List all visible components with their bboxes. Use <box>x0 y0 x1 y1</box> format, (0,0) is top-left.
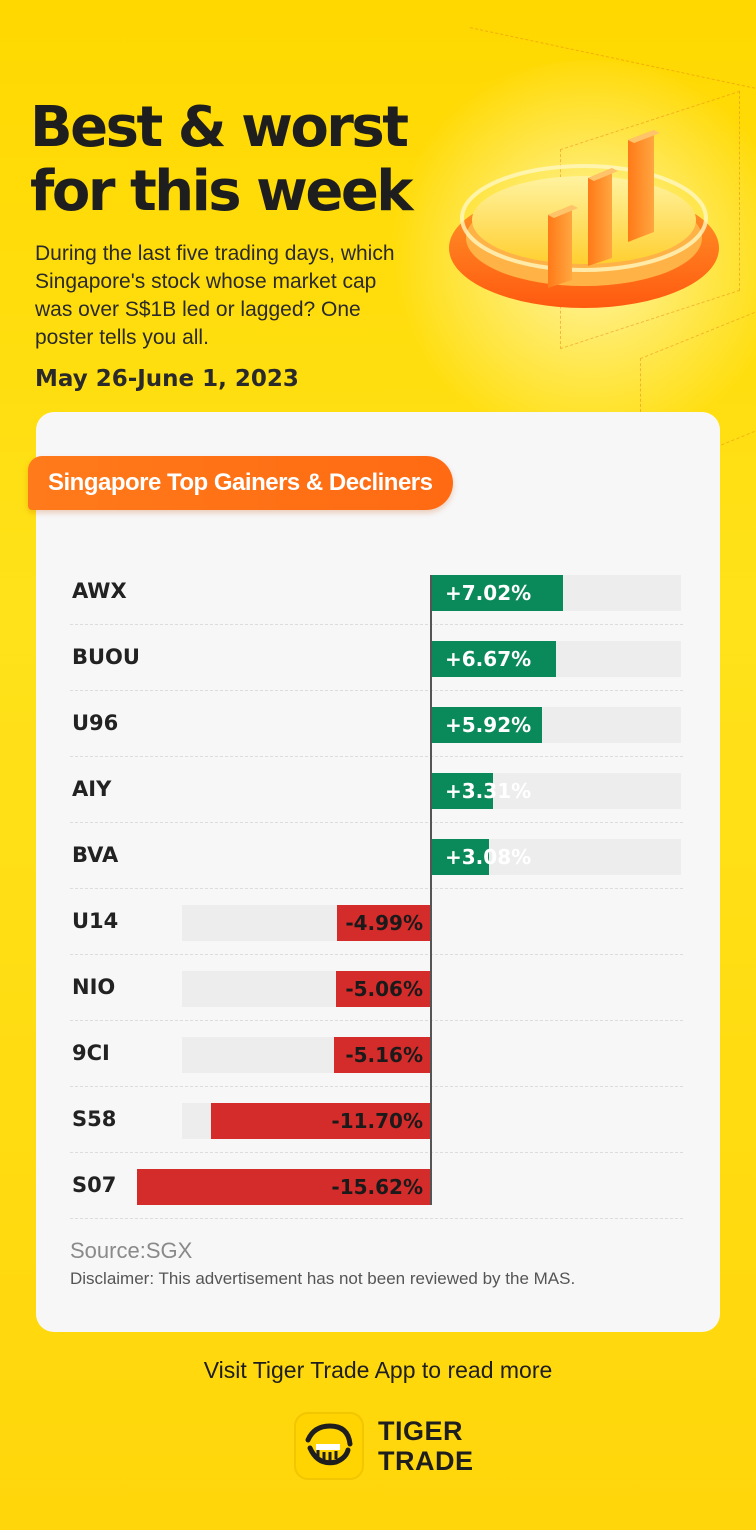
value-label: -11.70% <box>331 1109 423 1133</box>
category-label: 9CI <box>72 1041 110 1065</box>
bar <box>333 1037 431 1073</box>
category-label: AWX <box>72 579 127 603</box>
row-separator <box>70 1218 683 1219</box>
value-label: +3.31% <box>445 779 532 803</box>
brand-line-2: TRADE <box>378 1446 474 1476</box>
visit-app-text[interactable]: Visit Tiger Trade App to read more <box>203 1357 553 1383</box>
category-label: BVA <box>72 843 119 867</box>
bar <box>431 641 557 677</box>
bar-chart-illustration-icon <box>449 130 719 308</box>
source-text: Source:SGX <box>70 1238 193 1263</box>
value-label: -5.16% <box>345 1043 423 1067</box>
category-label: U14 <box>72 909 119 933</box>
category-label: U96 <box>72 711 119 735</box>
row-separator <box>70 624 683 625</box>
bar <box>211 1103 431 1139</box>
brand-logo-text: TIGER TRADE <box>378 1416 474 1476</box>
value-label: -5.06% <box>345 977 423 1001</box>
page-subtitle: During the last five trading days, which… <box>35 242 395 349</box>
category-label: S07 <box>72 1173 117 1197</box>
value-label: -15.62% <box>331 1175 423 1199</box>
page-title: Best & worst for this week <box>30 95 414 224</box>
row-separator <box>70 1020 683 1021</box>
bar <box>137 1169 431 1205</box>
value-label: +5.92% <box>445 713 532 737</box>
row-separator <box>70 954 683 955</box>
value-label: +6.67% <box>445 647 532 671</box>
category-label: NIO <box>72 975 116 999</box>
tiger-logo-icon <box>294 1412 364 1480</box>
bar <box>431 773 494 809</box>
row-separator <box>70 690 683 691</box>
bar <box>431 707 543 743</box>
bar <box>335 971 431 1007</box>
date-range: May 26-June 1, 2023 <box>35 366 299 392</box>
chart-tag: Singapore Top Gainers & Decliners <box>28 456 453 510</box>
category-label: BUOU <box>72 645 140 669</box>
zero-axis-line <box>430 575 432 1205</box>
bar <box>431 575 563 611</box>
bar <box>337 905 431 941</box>
row-separator <box>70 1086 683 1087</box>
value-label: -4.99% <box>345 911 423 935</box>
row-separator <box>70 888 683 889</box>
category-label: AIY <box>72 777 112 801</box>
row-separator <box>70 822 683 823</box>
value-label: +7.02% <box>445 581 532 605</box>
row-separator <box>70 1152 683 1153</box>
disclaimer-text: Disclaimer: This advertisement has not b… <box>70 1269 576 1288</box>
value-label: +3.08% <box>445 845 532 869</box>
bar <box>431 839 489 875</box>
brand-line-1: TIGER <box>378 1416 464 1446</box>
category-label: S58 <box>72 1107 117 1131</box>
row-separator <box>70 756 683 757</box>
